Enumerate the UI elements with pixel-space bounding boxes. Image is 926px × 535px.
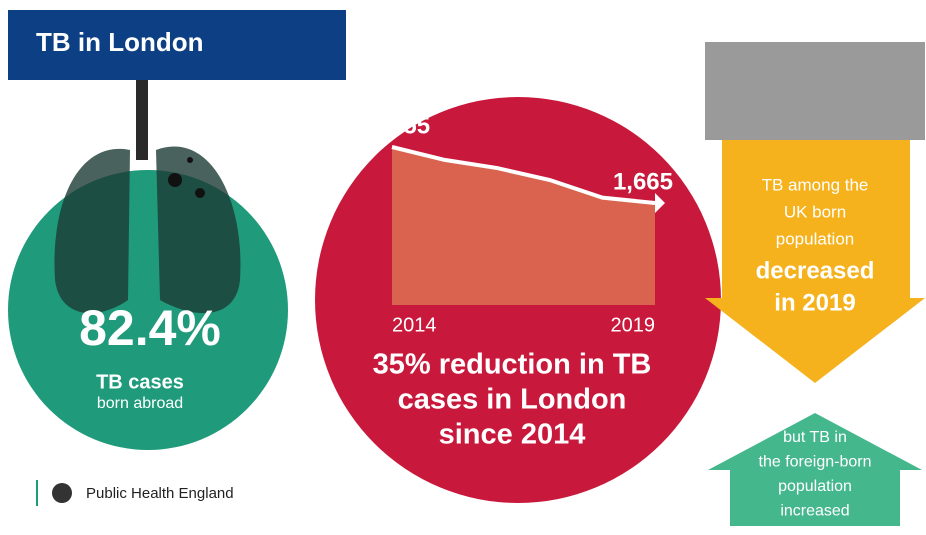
x-label: 2019: [611, 314, 656, 336]
text-line: UK born: [784, 202, 846, 221]
text-line: increased: [780, 503, 849, 520]
lung-left: [54, 149, 130, 313]
text-line: population: [778, 478, 852, 495]
spot: [168, 173, 182, 187]
text-line: 35% reduction in TB: [373, 349, 652, 381]
x-label: 2014: [392, 314, 437, 336]
text-line: but TB in: [783, 429, 847, 446]
text-line: since 2014: [439, 419, 586, 451]
text-line: cases in London: [398, 384, 627, 416]
text-line: decreased: [756, 257, 875, 284]
text-line: population: [776, 229, 854, 248]
lung-right: [156, 147, 240, 314]
stat-label: TB cases: [96, 371, 184, 393]
value-label: 1,665: [613, 168, 673, 195]
infographic: TB in London 82.4% TB cases born abroad …: [0, 0, 926, 530]
trachea: [136, 80, 148, 160]
logo-bar: [36, 480, 38, 506]
spot: [187, 157, 193, 163]
text-line: the foreign-born: [759, 454, 872, 471]
spot: [195, 188, 205, 198]
stat-sublabel: born abroad: [97, 395, 183, 412]
page: TB in London 82.4% TB cases born abroad …: [0, 0, 926, 530]
org: Public Health England: [86, 485, 234, 502]
crest: [52, 483, 72, 503]
stat: 82.4%: [79, 300, 221, 356]
title: TB in London: [36, 27, 204, 57]
text-line: TB among the: [762, 175, 869, 194]
text-line: in 2019: [774, 289, 855, 316]
people-photo: [705, 42, 925, 140]
value-label: 2,555: [370, 112, 430, 139]
